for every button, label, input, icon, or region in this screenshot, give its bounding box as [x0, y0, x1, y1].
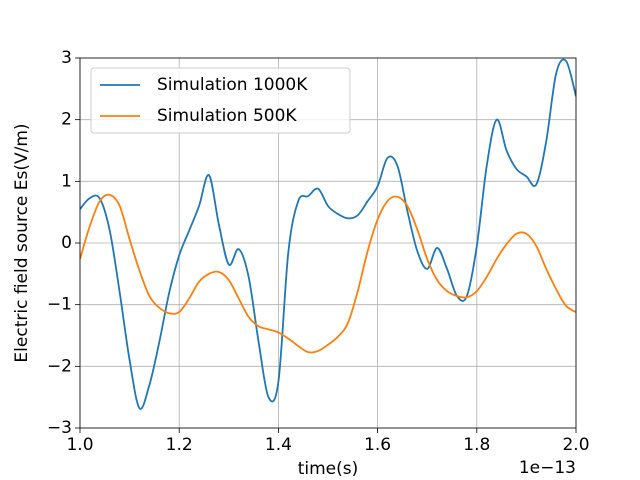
y-tick-label: 3 [61, 48, 72, 68]
series-line [80, 58, 576, 410]
legend: Simulation 1000K Simulation 500K [90, 67, 351, 134]
x-tick-label: 1.8 [463, 435, 490, 455]
legend-label: Simulation 500K [157, 106, 297, 126]
y-axis-label: Electric field source Es(V/m) [12, 123, 32, 362]
legend-box [90, 67, 351, 134]
y-tick-label: −3 [47, 418, 72, 438]
x-axis-label: time(s) [298, 459, 359, 479]
plot-frame [79, 57, 577, 429]
series-line [80, 193, 576, 354]
y-tick-label: −1 [47, 295, 72, 315]
y-tick-label: −2 [47, 356, 72, 376]
x-tick-label: 1.4 [265, 435, 292, 455]
y-tick-label: 2 [61, 110, 72, 130]
y-tick-label: 0 [61, 233, 72, 253]
x-tick-label: 1.6 [364, 435, 391, 455]
x-tick-label: 1.2 [166, 435, 193, 455]
x-tick-label: 1.0 [66, 435, 93, 455]
x-offset-label: 1e−13 [519, 458, 576, 478]
y-tick-label: 1 [61, 171, 72, 191]
legend-label: Simulation 1000K [157, 75, 308, 95]
x-tick-label: 2.0 [562, 435, 589, 455]
